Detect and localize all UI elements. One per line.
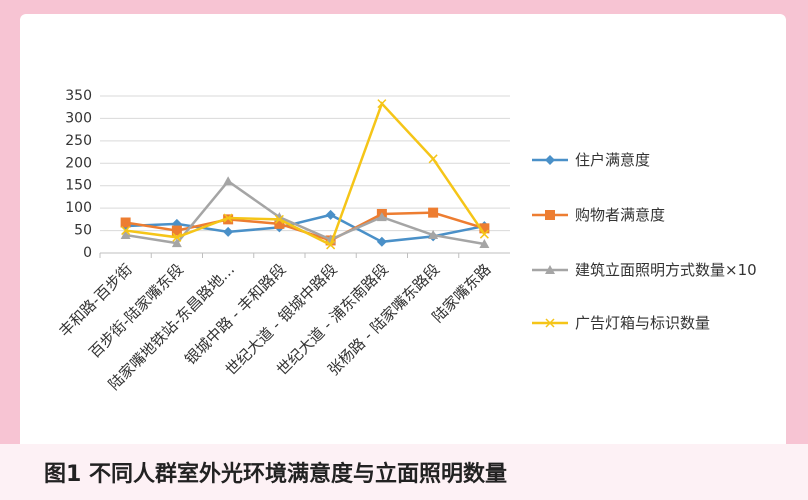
point [274, 214, 284, 224]
point [274, 218, 285, 229]
point [479, 229, 489, 239]
series-line [125, 101, 486, 247]
point [120, 217, 131, 228]
point [428, 230, 439, 240]
y-tick-label: 300 [65, 110, 92, 126]
point [376, 236, 387, 247]
point [377, 99, 387, 109]
point [376, 212, 387, 222]
caption: 图1 不同人群室外光环境满意度与立面照明数量 [44, 462, 507, 487]
legend-label: 建筑立面照明方式数量×10 [575, 261, 757, 279]
y-tick-label: 350 [65, 88, 92, 104]
point [326, 240, 336, 250]
y-tick-label: 250 [65, 133, 92, 149]
y-tick-label: 50 [74, 223, 92, 239]
legend-label: 广告灯箱与标识数量 [575, 314, 711, 332]
x-tick-label: 百步街-陆家嘴东段 [85, 260, 186, 361]
point [428, 207, 439, 218]
caption-band [0, 444, 808, 500]
series-line [125, 213, 485, 244]
point [121, 226, 131, 236]
legend-marker [545, 155, 555, 165]
point [172, 232, 182, 242]
legend-label: 购物者满意度 [575, 206, 666, 224]
point [479, 239, 490, 249]
point [479, 223, 490, 234]
y-tick-label: 150 [65, 178, 92, 194]
legend-marker [545, 210, 555, 220]
y-tick-label: 200 [65, 155, 92, 171]
point [428, 154, 438, 164]
point [171, 225, 182, 236]
point [120, 230, 131, 240]
point [223, 214, 234, 225]
point [223, 213, 233, 223]
legend-marker [545, 318, 555, 328]
point [223, 226, 234, 237]
y-tick-label: 100 [65, 200, 92, 216]
point [171, 238, 182, 248]
legend-label: 住户满意度 [575, 151, 651, 169]
point [325, 209, 336, 220]
y-tick-label: 0 [83, 245, 92, 261]
panel [20, 14, 786, 490]
point [223, 176, 234, 186]
legend-marker [545, 265, 555, 274]
